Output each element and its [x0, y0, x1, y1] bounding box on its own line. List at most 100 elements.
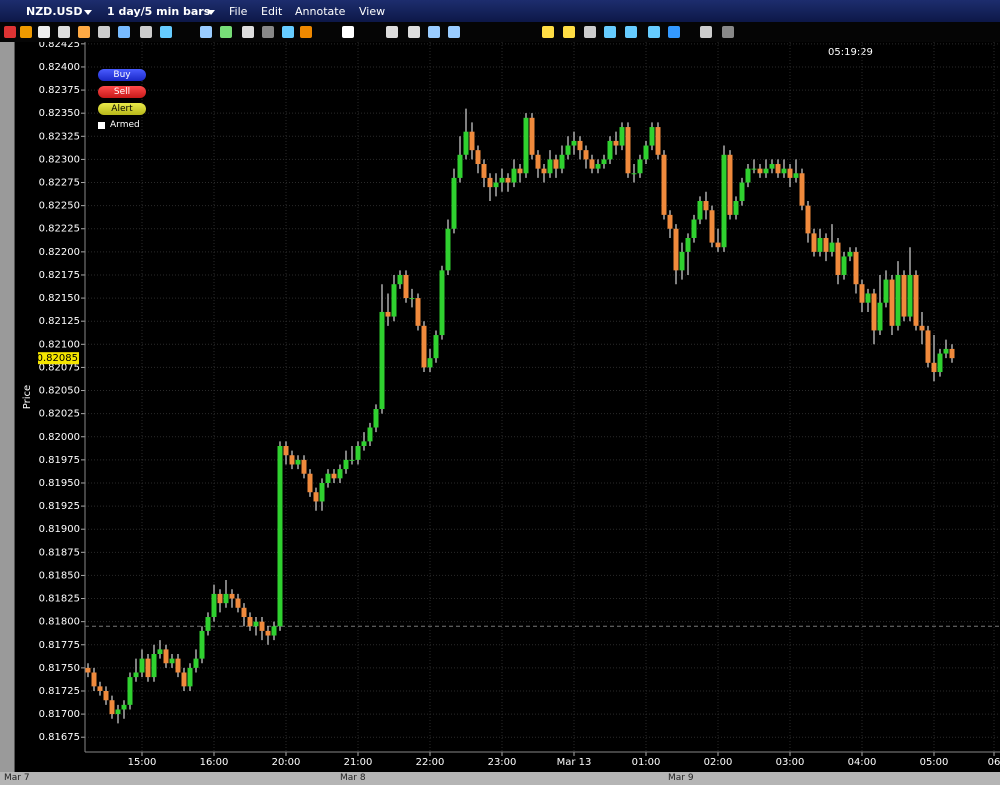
toolbar-icon[interactable] [342, 26, 354, 38]
candle-body [319, 482, 325, 502]
toolbar-icon[interactable] [58, 26, 70, 38]
candle-body [163, 649, 169, 664]
last-price-label: 0.82085 [37, 353, 78, 364]
toolbar-icon[interactable] [140, 26, 152, 38]
toolbar-icon[interactable] [98, 26, 110, 38]
candle-body [397, 274, 403, 285]
toolbar-icon[interactable] [160, 26, 172, 38]
scrollbar[interactable] [0, 42, 15, 772]
toolbar-icon[interactable] [200, 26, 212, 38]
candle-body [91, 672, 97, 687]
toolbar-icon[interactable] [242, 26, 254, 38]
candle-body [145, 658, 151, 678]
toolbar-icon[interactable] [220, 26, 232, 38]
toolbar-icon[interactable] [428, 26, 440, 38]
y-tick-label: 0.81775 [39, 640, 80, 651]
toolbar-icon[interactable] [542, 26, 554, 38]
candle-body [301, 459, 307, 474]
candle-body [787, 168, 793, 178]
toolbar-icon[interactable] [448, 26, 460, 38]
candle-body [871, 293, 877, 331]
candle-body [259, 621, 265, 631]
armed-label: Armed [110, 120, 140, 130]
candle-body [931, 362, 937, 373]
candle-body [313, 492, 319, 502]
menu-item[interactable]: Edit [261, 5, 283, 18]
candle-body [907, 274, 913, 317]
y-tick-label: 0.81875 [39, 547, 80, 558]
toolbar-icon[interactable] [584, 26, 596, 38]
menu-item[interactable]: Annotate [295, 5, 346, 18]
candle-body [271, 626, 277, 636]
y-tick-label: 0.81975 [39, 455, 80, 466]
candle-body [523, 117, 529, 174]
candle-body [385, 311, 391, 317]
candle-body [613, 140, 619, 146]
candle-body [739, 182, 745, 202]
buy-button[interactable]: Buy [98, 69, 146, 81]
toolbar [0, 22, 1000, 42]
candle-body [553, 159, 559, 169]
y-tick-label: 0.82075 [39, 362, 80, 373]
toolbar-icon[interactable] [386, 26, 398, 38]
candle-body [85, 667, 91, 673]
toolbar-icon[interactable] [563, 26, 575, 38]
candle-body [913, 274, 919, 326]
toolbar-icon[interactable] [700, 26, 712, 38]
toolbar-icon[interactable] [282, 26, 294, 38]
toolbar-icon[interactable] [668, 26, 680, 38]
toolbar-icon[interactable] [262, 26, 274, 38]
candle-body [925, 330, 931, 363]
menu-item[interactable]: View [359, 5, 386, 18]
toolbar-icon[interactable] [78, 26, 90, 38]
candle-body [601, 159, 607, 165]
candle-body [571, 140, 577, 146]
alert-button[interactable]: Alert [98, 103, 146, 115]
y-tick-label: 0.81850 [39, 570, 80, 581]
symbol[interactable]: NZD.USD [26, 5, 83, 18]
armed-checkbox[interactable] [98, 122, 105, 129]
period[interactable]: 1 day/5 min bars [107, 5, 211, 18]
candle-body [307, 473, 313, 493]
toolbar-icon[interactable] [648, 26, 660, 38]
toolbar-icon[interactable] [408, 26, 420, 38]
candle-body [709, 210, 715, 243]
candle-body [763, 168, 769, 174]
candle-body [217, 593, 223, 604]
candle-body [235, 598, 241, 608]
candle-body [373, 409, 379, 428]
y-tick-label: 0.82125 [39, 316, 80, 327]
y-tick-label: 0.81925 [39, 501, 80, 512]
candle-body [157, 649, 163, 655]
y-tick-label: 0.81700 [39, 709, 80, 720]
sell-button[interactable]: Sell [98, 86, 146, 98]
candle-body [853, 251, 859, 285]
toolbar-icon[interactable] [300, 26, 312, 38]
candle-body [829, 242, 835, 252]
candle-body [361, 441, 367, 446]
date-label: Mar 7 [4, 773, 30, 783]
toolbar-icon[interactable] [118, 26, 130, 38]
toolbar-icon[interactable] [20, 26, 32, 38]
toolbar-icon[interactable] [38, 26, 50, 38]
y-tick-label: 0.81800 [39, 617, 80, 628]
candle-body [349, 459, 355, 461]
candle-body [247, 617, 253, 627]
menu-item[interactable]: File [229, 5, 248, 18]
candle-body [403, 274, 409, 299]
candle-body [877, 302, 883, 331]
toolbar-icon[interactable] [4, 26, 16, 38]
candle-body [121, 704, 127, 710]
candle-body [355, 445, 361, 460]
toolbar-icon[interactable] [625, 26, 637, 38]
candle-body [625, 127, 631, 174]
x-tick-label: 05:00 [920, 757, 949, 768]
date-label: Mar 8 [340, 773, 366, 783]
toolbar-icon[interactable] [722, 26, 734, 38]
caret [84, 10, 92, 15]
y-tick-label: 0.82250 [39, 201, 80, 212]
toolbar-icon[interactable] [604, 26, 616, 38]
candle-body [703, 201, 709, 211]
candle-body [673, 228, 679, 271]
candle-body [529, 117, 535, 155]
